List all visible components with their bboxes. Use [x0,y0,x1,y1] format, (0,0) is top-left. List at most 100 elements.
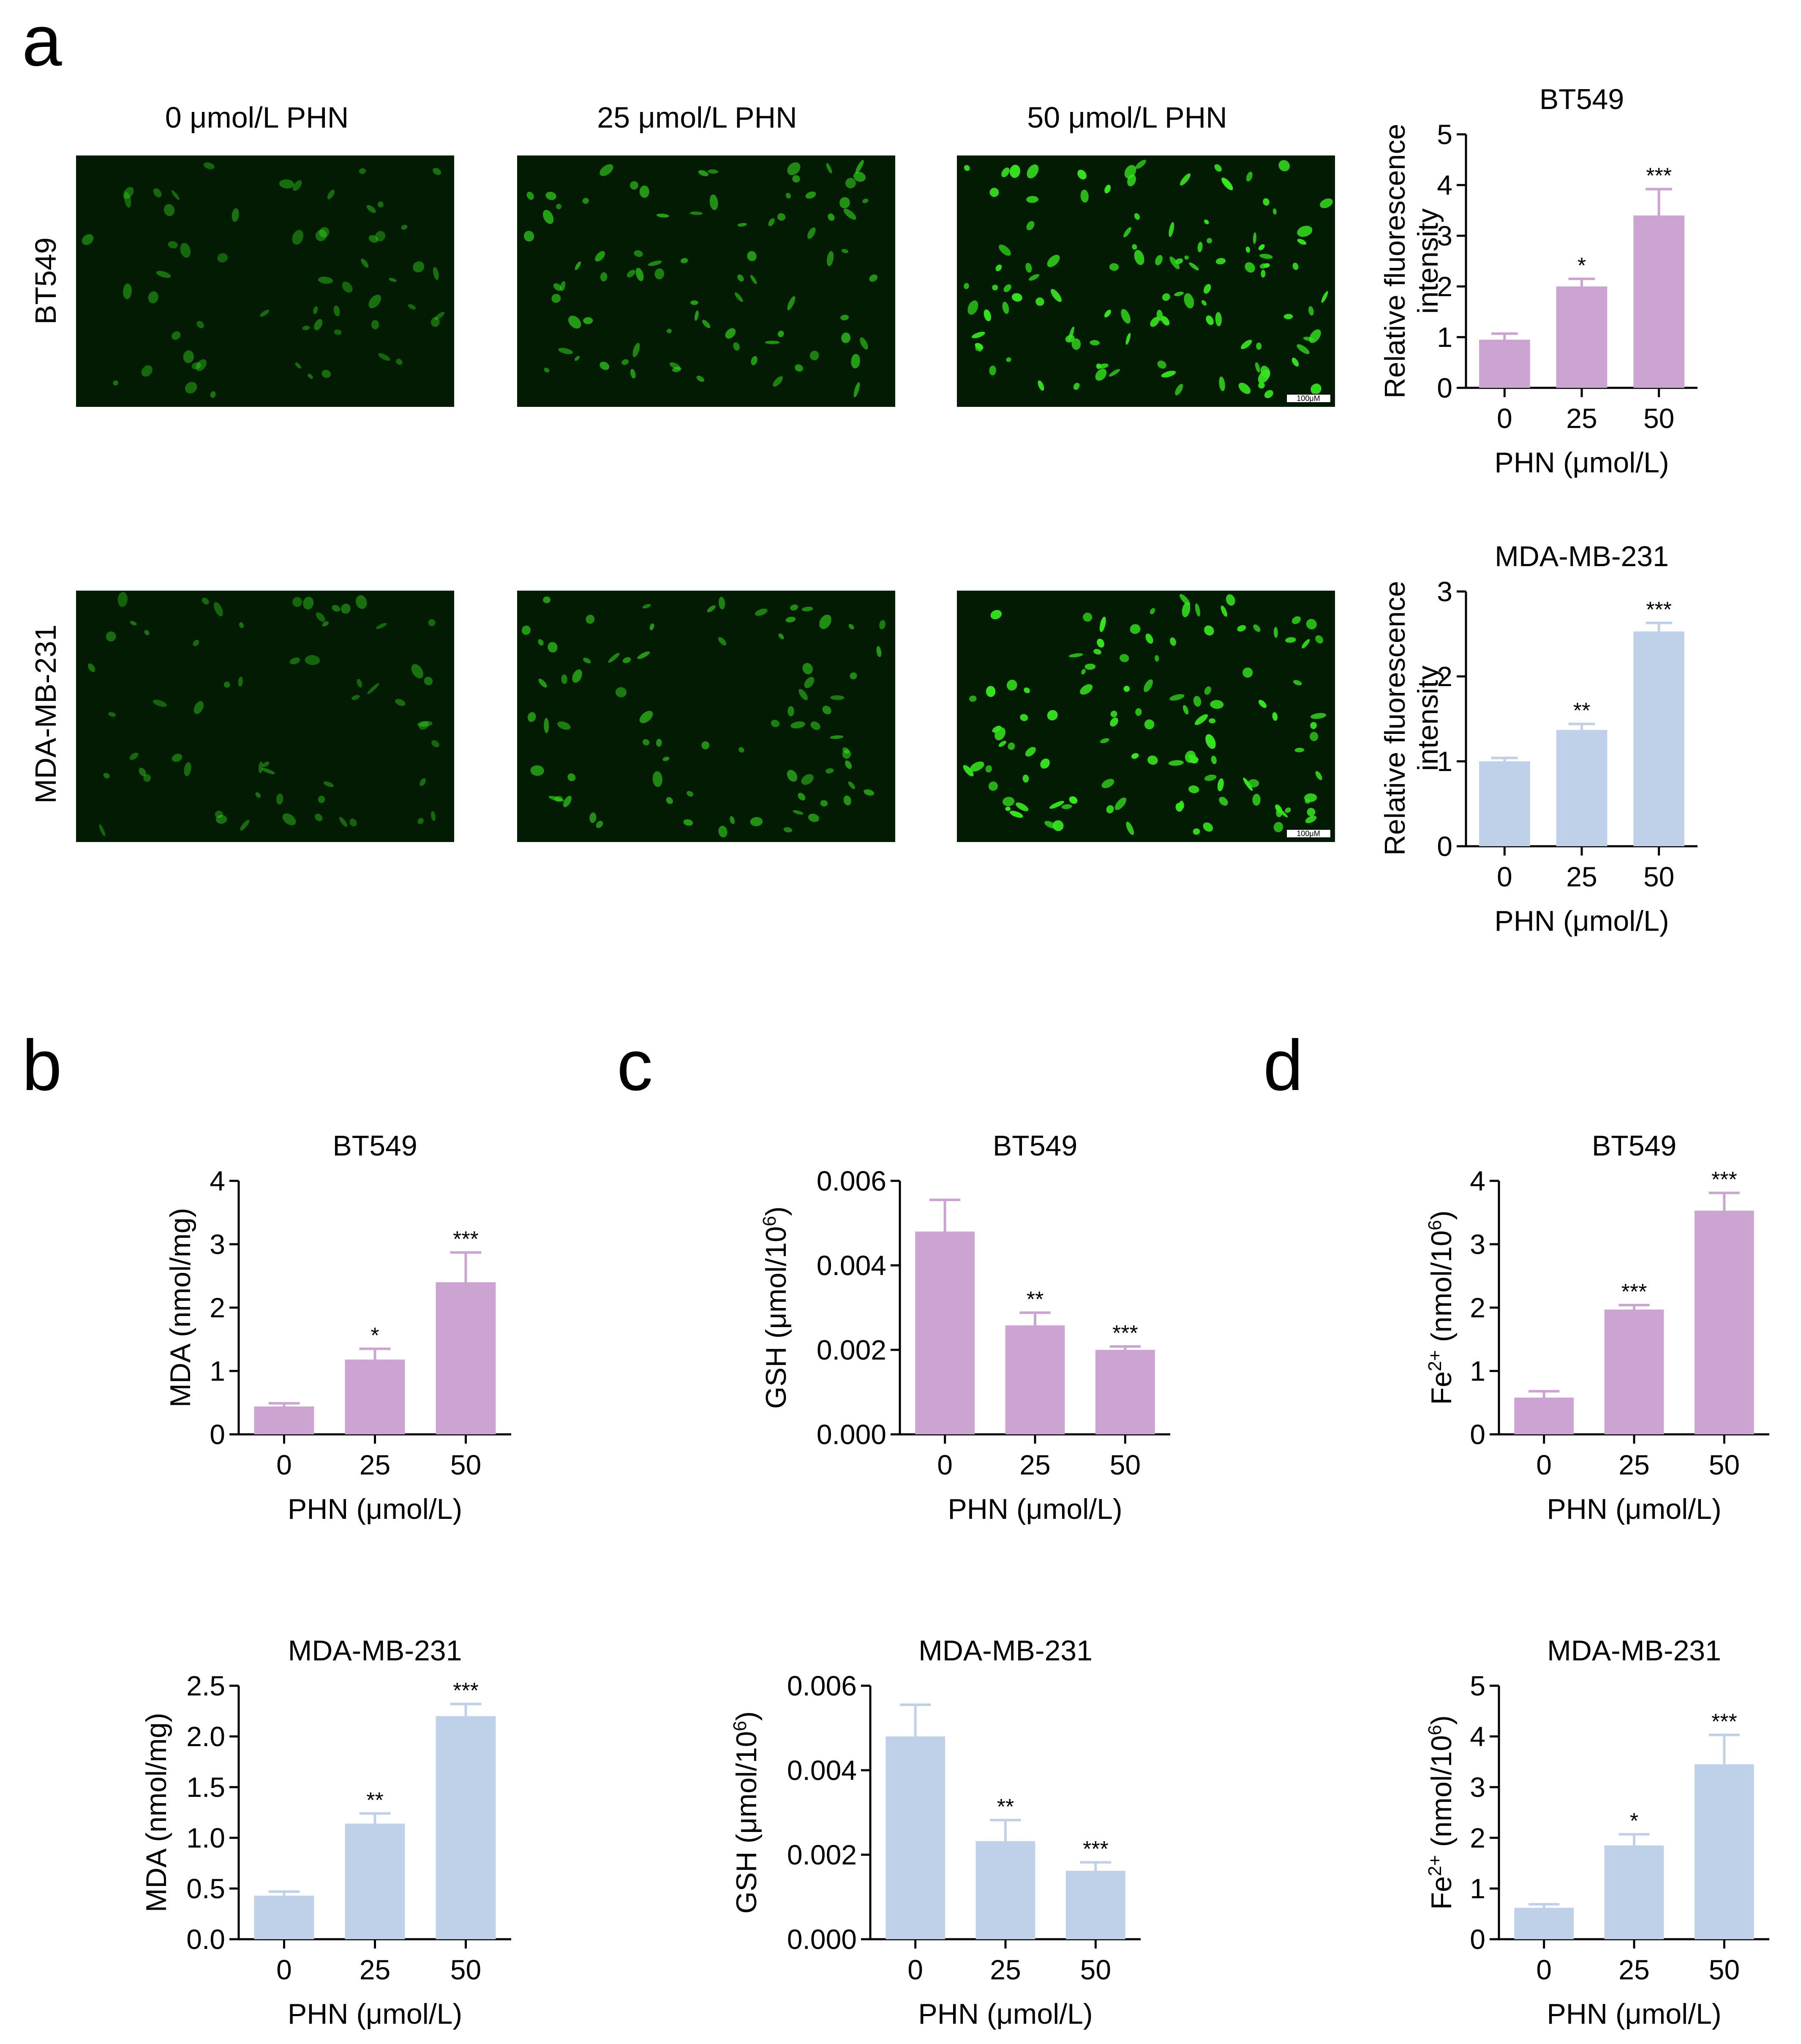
chart-title: MDA-MB-231 [288,1635,462,1667]
cell-mark [361,258,369,268]
cell-mark [215,815,227,824]
cell-mark [702,319,711,328]
cell-mark [737,274,744,282]
x-tick-label: 50 [1709,1449,1740,1480]
cell-mark [798,793,806,801]
cell-mark [1184,293,1194,309]
cell-mark [395,699,406,706]
cell-mark [367,683,379,695]
cell-mark [1272,712,1278,721]
cell-mark [654,268,664,280]
cell-mark [1038,380,1044,391]
cell-mark [750,817,763,826]
chart-title: MDA-MB-231 [1495,540,1669,572]
cell-mark [864,789,875,796]
cell-mark [1204,219,1209,224]
chart-b-bt549: BT549 0 1 2 3 4 0 * 25 *** 50 PHN (μmol/L) MDA (nmol… [164,1130,511,1525]
cell-mark [575,261,581,270]
cell-mark [431,811,436,821]
cell-mark [543,596,550,603]
cell-mark [1258,382,1265,389]
cell-mark [1010,164,1020,178]
scale-bar-label: 100μM [1297,829,1320,838]
cell-mark [1150,317,1160,327]
cell-mark [153,699,167,707]
cell-mark [401,225,408,230]
cell-mark [292,230,304,245]
cell-mark [1197,242,1203,253]
cell-mark [1297,344,1310,354]
cell-mark [1161,371,1176,378]
cell-mark [293,180,302,191]
cell-mark [545,191,556,200]
bar-50 [1065,1871,1125,1939]
y-tick-label: 0 [1470,1924,1485,1955]
cell-mark [725,328,736,339]
y-axis-label: GSH (μmol/106) [759,1206,793,1409]
chart-a-mda: MDA-MB-231 0 1 2 3 0 ** 25 *** 50 PHN (μmol/L) Rela… [1379,540,1697,937]
x-tick-label: 25 [360,1954,390,1985]
y-tick-label: 0.002 [817,1334,886,1365]
cell-mark [1180,173,1191,186]
bar-0 [1514,1908,1574,1939]
cell-mark [1221,177,1233,191]
significance-label: ** [1573,699,1590,723]
cell-mark [662,756,670,761]
cell-mark [667,329,672,333]
cell-mark [719,597,725,610]
cell-mark [522,625,531,635]
x-tick-label: 25 [1618,1954,1649,1985]
cell-mark [1144,719,1155,730]
x-axis-label: PHN (μmol/L) [288,1493,462,1525]
bar-50 [1095,1350,1155,1434]
cell-mark [1283,313,1293,319]
cell-mark [809,351,819,360]
cell-mark [649,623,654,630]
cell-mark [1123,227,1131,237]
cell-mark [787,706,794,717]
x-tick-label: 0 [276,1449,292,1480]
cell-mark [106,631,116,642]
cell-mark [1016,802,1029,811]
cell-mark [853,382,860,398]
cell-mark [143,774,151,782]
cell-mark [558,348,573,354]
y-tick-label: 2 [1437,271,1452,302]
cell-mark [860,337,868,350]
cell-mark [262,768,275,774]
cell-mark [313,306,318,314]
y-tick-label: 5 [1437,119,1452,150]
cell-mark [1307,808,1316,817]
bar-50 [1694,1210,1754,1434]
cell-mark [1130,624,1141,634]
cell-mark [747,251,757,262]
cell-mark [1291,616,1301,624]
cell-mark [842,749,851,759]
cell-mark [792,175,800,183]
cell-mark [1210,700,1224,709]
cell-mark [292,597,302,607]
cell-mark [1110,711,1117,717]
x-tick-label: 25 [1618,1449,1649,1480]
cell-mark [1203,284,1211,294]
cell-mark [1193,828,1200,835]
cell-mark [215,810,223,818]
cell-mark [583,317,593,324]
cell-mark [840,314,849,321]
cell-mark [332,605,341,612]
cell-mark [771,719,780,728]
cell-mark [656,739,662,747]
cell-mark [196,359,207,371]
cell-mark [1195,603,1200,617]
cell-mark [1131,753,1139,759]
cell-mark [351,695,360,700]
cell-mark [1134,213,1140,220]
cell-mark [672,367,681,372]
cell-mark [1077,169,1087,180]
cell-mark [830,735,844,739]
cell-mark [1309,329,1321,343]
y-tick-label: 0.000 [787,1924,857,1955]
cell-mark [318,796,325,803]
significance-label: *** [1646,164,1672,188]
cell-mark [826,163,832,174]
